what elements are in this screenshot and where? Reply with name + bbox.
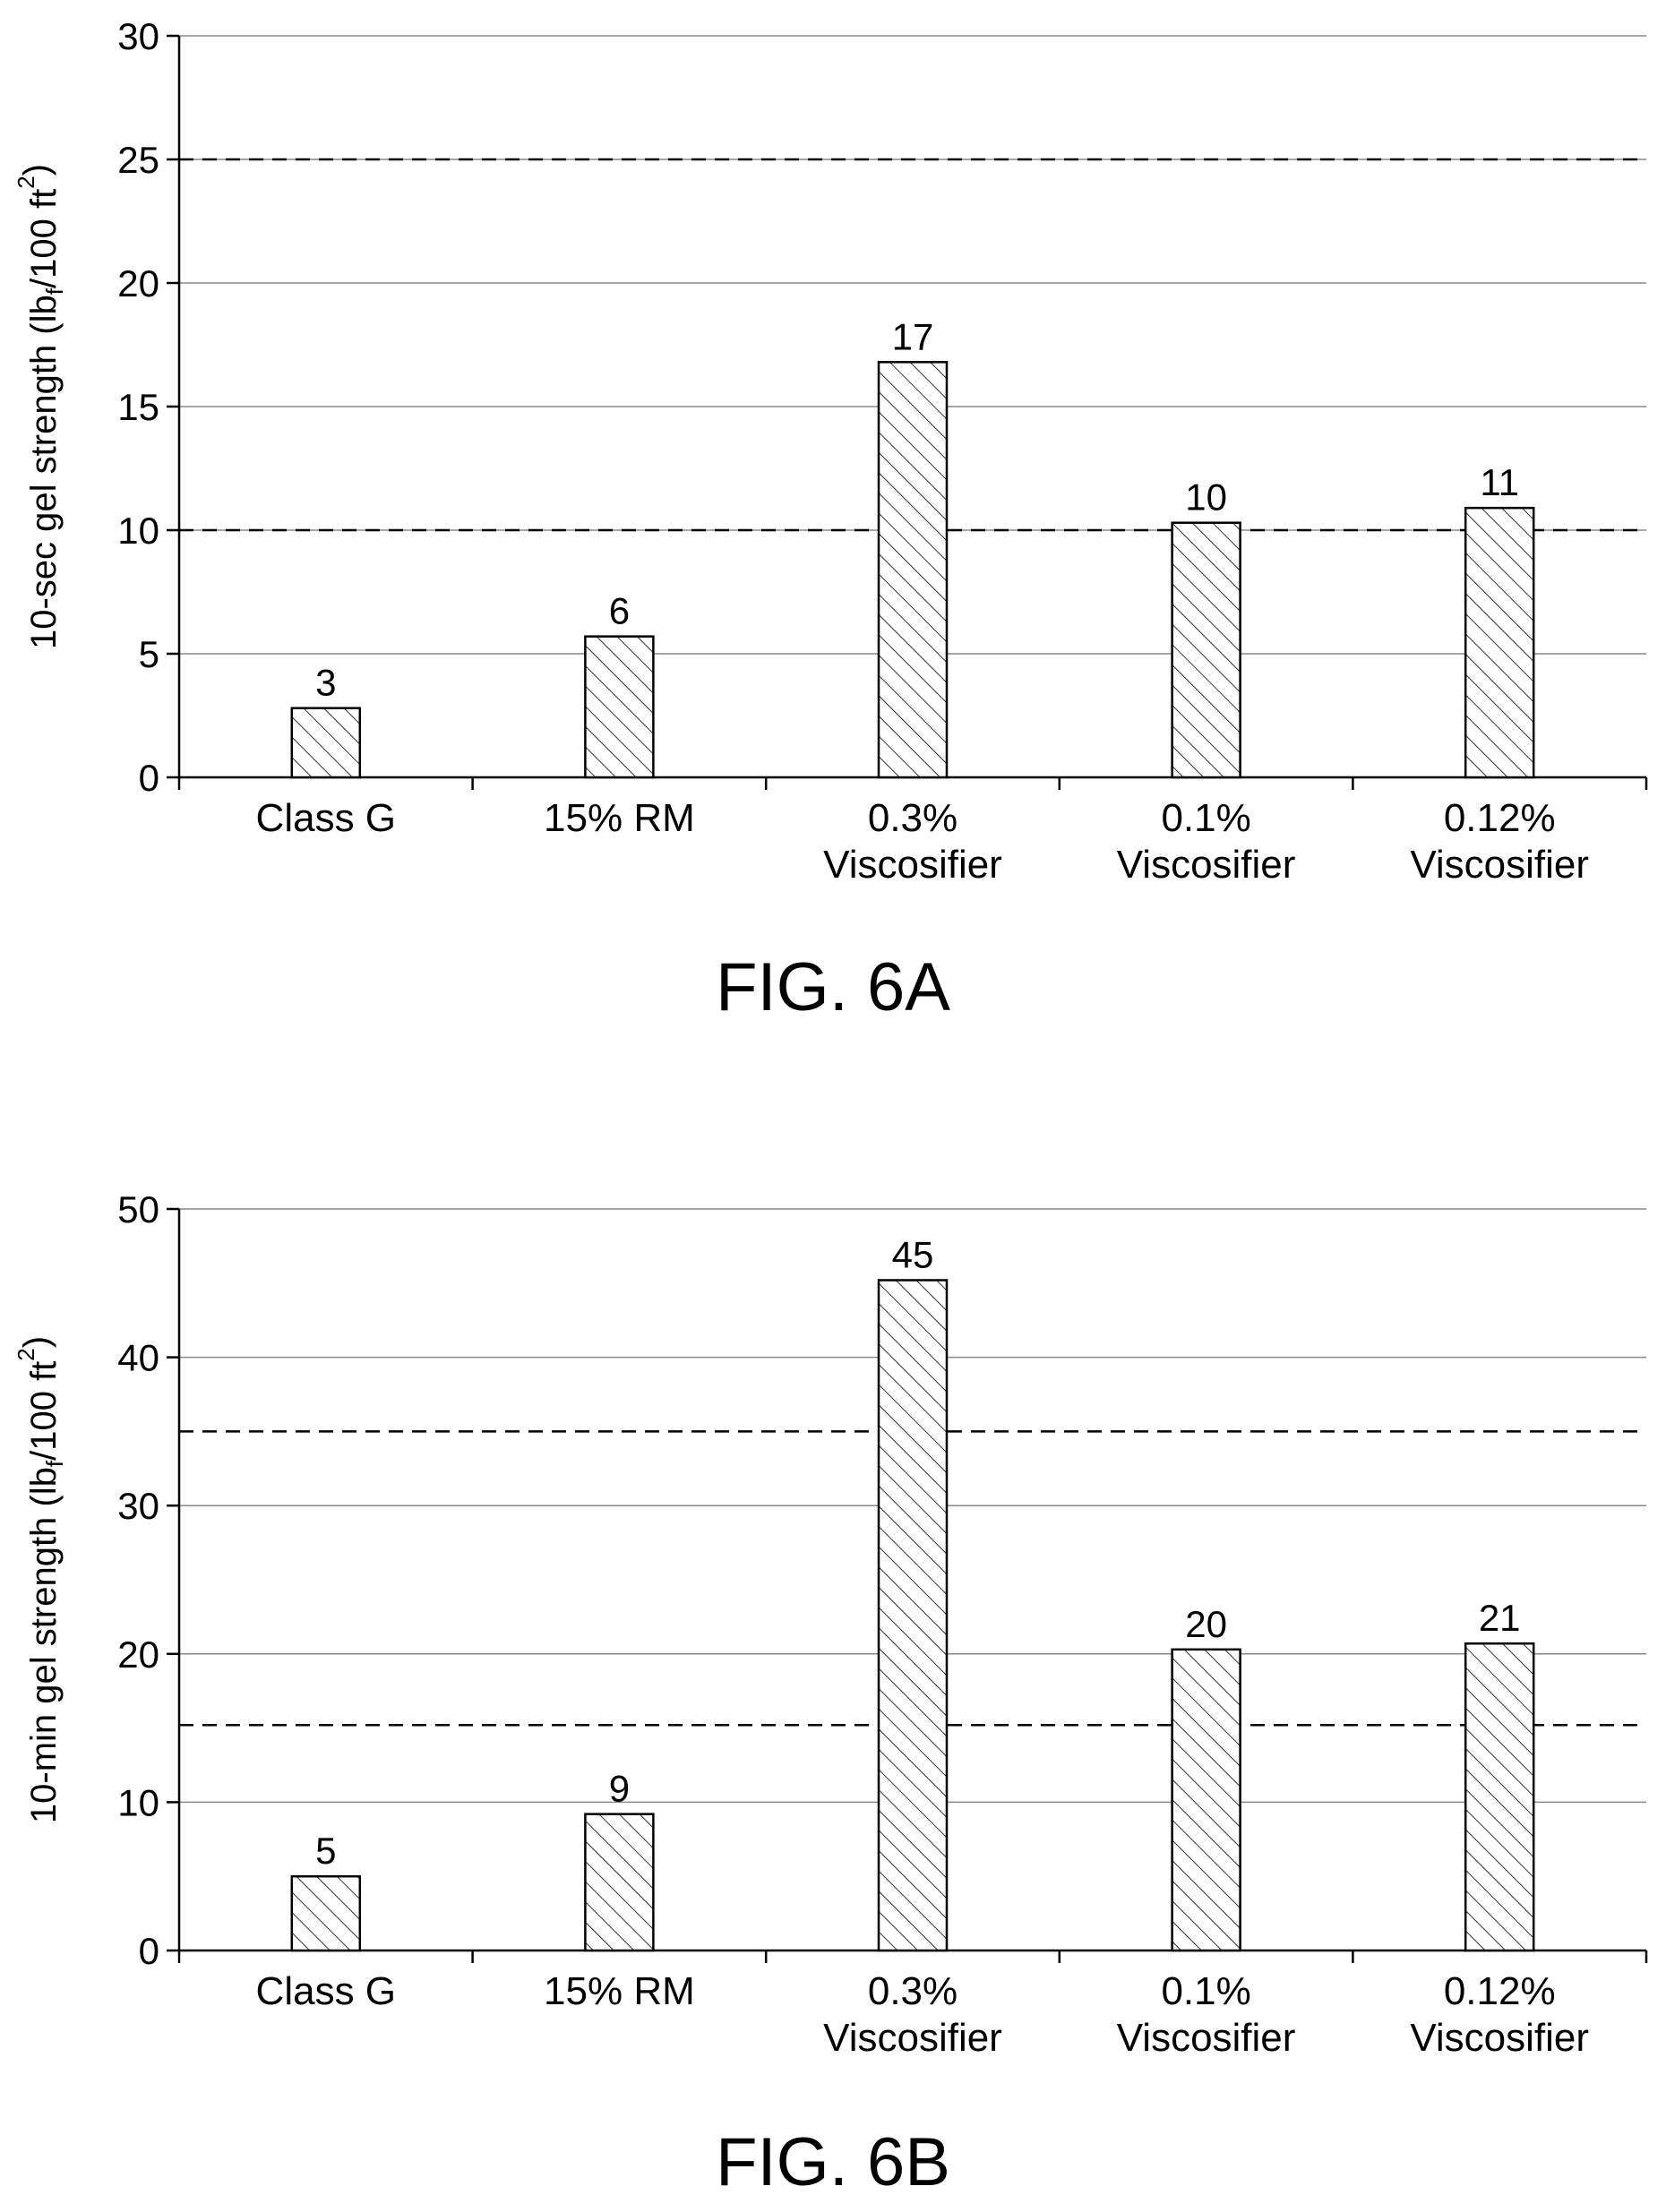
bar [584, 1813, 655, 1952]
bar [1464, 506, 1535, 779]
category-label: 0.12% Viscosifier [1410, 796, 1589, 887]
data-label: 17 [892, 315, 934, 357]
category-label-line: 15% RM [544, 796, 695, 840]
y-tick-label: 30 [117, 15, 159, 57]
data-label: 45 [892, 1233, 934, 1275]
category-label-line: 15% RM [544, 1969, 695, 2013]
data-label: 3 [315, 662, 336, 704]
category-label: Class G [256, 796, 396, 840]
y-tick-label: 10 [117, 1781, 159, 1823]
y-tick-label: 10 [117, 510, 159, 552]
y-axis-title-part: 10-min gel strength (lb [24, 1467, 64, 1823]
y-axis-title-part: ) [17, 1336, 56, 1348]
y-tick-label: 0 [139, 1930, 159, 1972]
category-label: Class G [256, 1969, 396, 2013]
bar [877, 1279, 949, 1952]
category-label-line: Viscosifier [823, 2016, 1002, 2060]
bar [1171, 1648, 1241, 1952]
y-tick-label: 5 [139, 633, 159, 675]
y-axis-title-part: ) [17, 164, 56, 176]
category-label: 0.1% Viscosifier [1117, 796, 1296, 887]
category-label-line: Class G [256, 796, 396, 840]
bar [584, 635, 655, 779]
y-axis-title-sub: f [41, 1460, 68, 1467]
category-label-line: Viscosifier [1410, 843, 1589, 887]
category-label-line: Viscosifier [1410, 2016, 1589, 2060]
category-label: 0.1% Viscosifier [1117, 1969, 1296, 2060]
bar [1171, 521, 1241, 779]
category-label-line: Class G [256, 1969, 396, 2013]
figure-caption: FIG. 6B [716, 2124, 950, 2200]
bar [290, 707, 362, 779]
y-tick-label: 20 [117, 262, 159, 304]
category-label-line: 0.3% [868, 796, 958, 840]
category-label-line: 0.12% [1444, 1969, 1556, 2013]
y-axis-title: 10-min gel strength (lbf/100 ft2) [13, 1336, 68, 1823]
y-tick-label: 15 [117, 386, 159, 428]
bar [290, 1874, 362, 1952]
bar [877, 361, 949, 779]
y-axis-title-part: 10-sec gel strength (lb [24, 295, 64, 649]
y-axis-title-sup: 2 [13, 176, 39, 188]
data-label: 21 [1479, 1597, 1521, 1639]
y-tick-label: 25 [117, 139, 159, 181]
y-tick-label: 20 [117, 1633, 159, 1676]
data-label: 5 [315, 1830, 336, 1872]
y-axis-title-part: /100 ft [24, 1361, 64, 1461]
data-label: 20 [1185, 1603, 1227, 1645]
figure-caption: FIG. 6A [716, 949, 950, 1025]
category-label-line: Viscosifier [823, 843, 1002, 887]
data-label: 10 [1185, 476, 1227, 519]
y-tick-label: 30 [117, 1485, 159, 1527]
data-label: 9 [609, 1768, 630, 1810]
category-label-line: 0.1% [1161, 796, 1250, 840]
category-label: 0.3% Viscosifier [823, 1969, 1002, 2060]
y-tick-label: 40 [117, 1337, 159, 1379]
y-axis-title-part: /100 ft [24, 189, 64, 288]
y-tick-label: 0 [139, 757, 159, 799]
category-label: 15% RM [544, 796, 695, 840]
category-label-line: 0.12% [1444, 796, 1556, 840]
category-label-line: Viscosifier [1117, 843, 1296, 887]
category-label-line: Viscosifier [1117, 2016, 1296, 2060]
category-label-line: 0.3% [868, 1969, 958, 2013]
category-label: 15% RM [544, 1969, 695, 2013]
bar [1464, 1642, 1535, 1952]
category-label: 0.3% Viscosifier [823, 796, 1002, 887]
data-label: 11 [1480, 461, 1519, 503]
data-label: 6 [609, 590, 630, 632]
y-tick-label: 50 [117, 1188, 159, 1230]
y-axis-title: 10-sec gel strength (lbf/100 ft2) [13, 164, 68, 649]
category-label: 0.12% Viscosifier [1410, 1969, 1589, 2060]
y-axis-title-sub: f [41, 287, 68, 295]
category-label-line: 0.1% [1161, 1969, 1250, 2013]
y-axis-title-sup: 2 [13, 1348, 39, 1360]
